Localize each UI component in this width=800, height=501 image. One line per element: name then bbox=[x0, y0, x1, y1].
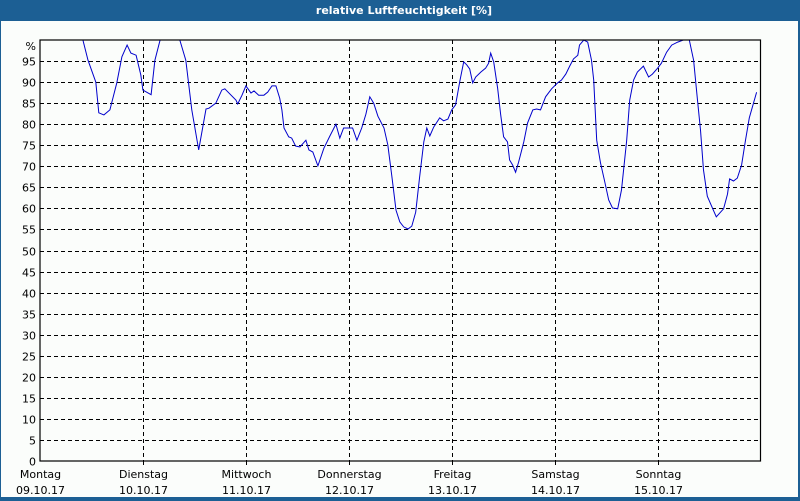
chart-title: relative Luftfeuchtigkeit [%] bbox=[315, 4, 493, 17]
y-tick-label: 70 bbox=[22, 161, 36, 174]
horizontal-gridlines bbox=[40, 61, 761, 441]
y-tick-label: 85 bbox=[22, 98, 36, 111]
x-axis-labels: Montag 09.10.17 Dienstag 10.10.17 Mittwoch 11… bbox=[16, 468, 683, 497]
y-tick-label: 5 bbox=[29, 435, 36, 448]
y-tick-label: 15 bbox=[22, 393, 36, 406]
x-tick-day: Dienstag bbox=[119, 468, 168, 481]
y-tick-label: 65 bbox=[22, 182, 36, 195]
x-tick-day: Mittwoch bbox=[222, 468, 272, 481]
x-tick-date: 15.10.17 bbox=[634, 484, 683, 497]
y-tick-label: 10 bbox=[22, 414, 36, 427]
x-tick-day: Freitag bbox=[434, 468, 472, 481]
x-tick-day: Samstag bbox=[531, 468, 579, 481]
vertical-gridlines bbox=[143, 40, 659, 465]
y-tick-label: 0 bbox=[29, 456, 36, 469]
x-tick-day: Montag bbox=[20, 468, 61, 481]
x-tick-date: 10.10.17 bbox=[119, 484, 168, 497]
y-tick-label: 80 bbox=[22, 119, 36, 132]
x-tick-date: 12.10.17 bbox=[325, 484, 374, 497]
plot-area-border bbox=[39, 39, 762, 462]
x-tick-date: 14.10.17 bbox=[531, 484, 580, 497]
chart-title-bar: relative Luftfeuchtigkeit [%] bbox=[0, 0, 800, 20]
y-tick-label: 90 bbox=[22, 77, 36, 90]
y-tick-label: 40 bbox=[22, 288, 36, 301]
y-tick-label: 60 bbox=[22, 203, 36, 216]
y-tick-label: 75 bbox=[22, 140, 36, 153]
y-unit-label: % bbox=[26, 40, 36, 53]
y-tick-label: 45 bbox=[22, 267, 36, 280]
y-tick-label: 30 bbox=[22, 330, 36, 343]
x-tick-date: 13.10.17 bbox=[428, 484, 477, 497]
y-tick-label: 25 bbox=[22, 351, 36, 364]
humidity-series-line bbox=[73, 39, 758, 230]
x-tick-date: 11.10.17 bbox=[222, 484, 271, 497]
x-tick-day: Sonntag bbox=[636, 468, 682, 481]
y-tick-label: 50 bbox=[22, 246, 36, 259]
x-tick-date: 09.10.17 bbox=[16, 484, 65, 497]
y-tick-label: 55 bbox=[22, 224, 36, 237]
y-axis-labels: 0 5 10 15 20 25 30 35 40 45 50 55 60 65 70 75 80 85 90 95% bbox=[22, 40, 36, 469]
chart-canvas: 0 5 10 15 20 25 30 35 40 45 50 55 60 65 70 75 80 85 90 95% … bbox=[1, 21, 798, 497]
y-tick-label: 95 bbox=[22, 56, 36, 69]
y-tick-label: 20 bbox=[22, 372, 36, 385]
humidity-line-chart: 05101520253035404550556065707580859095% … bbox=[16, 39, 762, 497]
x-tick-day: Donnerstag bbox=[317, 468, 381, 481]
y-tick-label: 35 bbox=[22, 309, 36, 322]
